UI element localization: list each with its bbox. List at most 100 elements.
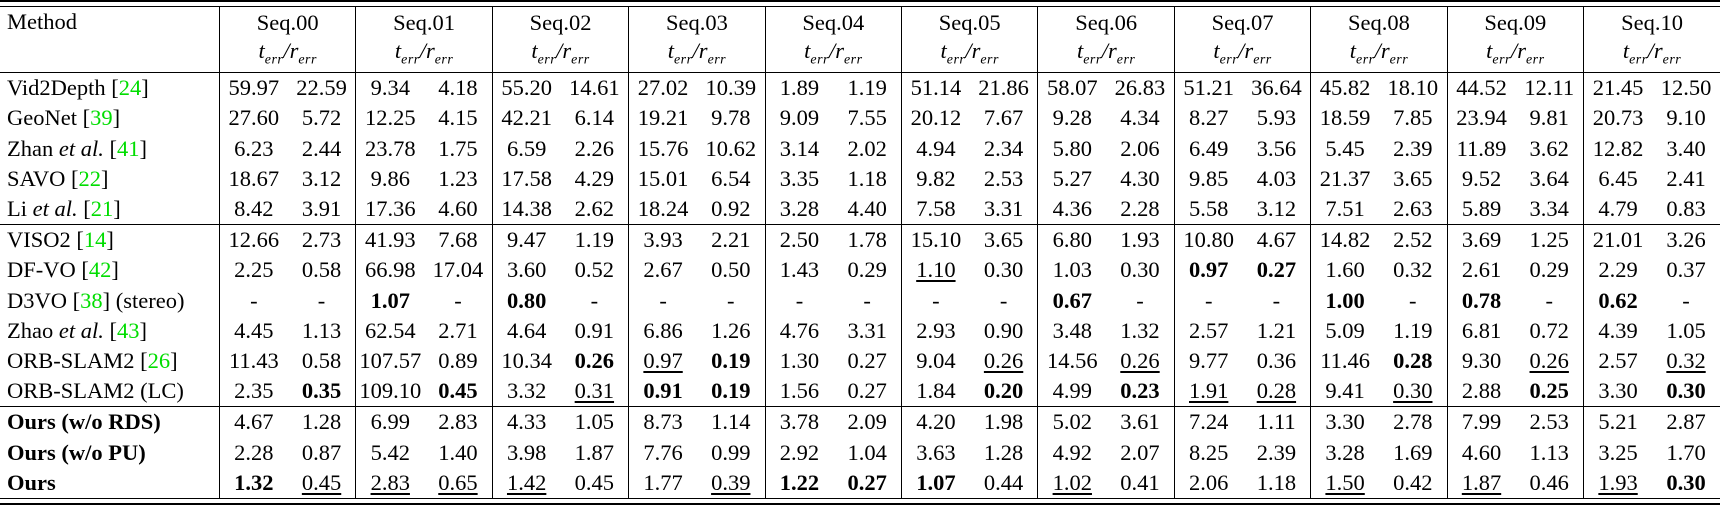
rerr-value: 0.27 bbox=[1256, 257, 1297, 283]
seq-cell: 0.97 0.19 bbox=[628, 345, 766, 377]
seq-cell: 3.48 1.32 bbox=[1037, 315, 1175, 346]
terr-rerr-pair: 9.34 4.18 bbox=[357, 75, 492, 101]
terr-value: - bbox=[932, 287, 940, 313]
terr-rerr-pair: 12.66 2.73 bbox=[221, 227, 356, 253]
terr-rerr-pair: 1.22 0.27 bbox=[766, 470, 901, 496]
seq-cell: 3.30 0.30 bbox=[1583, 376, 1720, 407]
terr-value: 1.93 bbox=[1598, 469, 1638, 495]
rerr-subscript: err bbox=[1253, 52, 1272, 68]
terr-rerr-pair: -- bbox=[630, 287, 765, 314]
seq-cell: 3.28 1.69 bbox=[1310, 437, 1448, 468]
terr-rerr-pair: 1.84 0.20 bbox=[903, 378, 1038, 404]
terr-rerr-pair: 21.37 3.65 bbox=[1312, 166, 1447, 192]
terr-rerr-pair: 7.24 1.11 bbox=[1175, 409, 1310, 435]
seq-cell: 59.97 22.59 bbox=[218, 72, 356, 104]
terr-rerr-pair: 11.43 0.58 bbox=[221, 348, 356, 374]
seq-cell: 9.34 4.18 bbox=[355, 72, 493, 104]
seq-cell: 6.59 2.26 bbox=[491, 133, 629, 164]
terr-rerr-pair: 3.60 0.52 bbox=[493, 257, 628, 283]
table-row: ORB-SLAM2 (LC) 2.35 0.35 109.10 0.45 3.32 0.31… bbox=[0, 376, 1720, 407]
terr-value: 1.02 bbox=[1052, 469, 1092, 495]
terr-rerr-pair: 1.77 0.39 bbox=[630, 470, 765, 496]
results-table: Method Seq.00 Seq.01 Seq.02 Seq.03 Seq.04 Seq… bbox=[0, 6, 1720, 499]
rerr-value: 18.10 bbox=[1387, 75, 1439, 101]
rerr-value: 0.92 bbox=[711, 195, 751, 221]
rerr-value: 0.32 bbox=[1666, 347, 1706, 373]
terr-rerr-pair: 2.28 0.87 bbox=[221, 440, 356, 466]
terr-value: 41.93 bbox=[364, 227, 416, 253]
terr-value: 2.83 bbox=[370, 469, 410, 495]
rerr-value: 36.64 bbox=[1251, 75, 1302, 101]
terr-value: 4.33 bbox=[506, 409, 547, 435]
rerr-value: 1.87 bbox=[574, 439, 615, 465]
terr-rerr-pair: 3.25 1.70 bbox=[1585, 440, 1720, 466]
table-row: Zhao et al. [43] 4.45 1.13 62.54 2.71 4.64 0.9… bbox=[0, 315, 1720, 346]
terr-value: 6.45 bbox=[1598, 165, 1638, 191]
terr-rerr-pair: 9.30 0.26 bbox=[1448, 348, 1583, 374]
seq-cell: 9.28 4.34 bbox=[1037, 103, 1175, 134]
terr-rerr-pair: 4.60 1.13 bbox=[1448, 440, 1583, 466]
terr-rerr-pair: 9.82 2.53 bbox=[903, 166, 1038, 192]
rerr-value: 0.28 bbox=[1256, 378, 1297, 404]
metric-header: terr/rerr bbox=[1446, 38, 1584, 73]
terr-value: 6.80 bbox=[1052, 227, 1092, 253]
terr-subscript: err bbox=[537, 52, 557, 68]
terr-value: 3.30 bbox=[1598, 378, 1638, 404]
rerr-value: 4.15 bbox=[438, 105, 478, 131]
terr-value: 2.35 bbox=[234, 378, 274, 404]
rerr-value: - bbox=[454, 287, 462, 313]
seq-cell: 3.25 1.70 bbox=[1583, 437, 1720, 468]
rerr-value: 12.50 bbox=[1660, 75, 1712, 101]
seq-cell: 4.60 1.13 bbox=[1446, 437, 1584, 468]
rerr-value: 10.39 bbox=[705, 75, 757, 101]
table-row: DF-VO [42] 2.25 0.58 66.98 17.04 3.60 0.52 2.67… bbox=[0, 255, 1720, 286]
rerr-value: - bbox=[727, 287, 735, 313]
terr-value: 2.92 bbox=[779, 439, 820, 465]
seq-cell: 7.76 0.99 bbox=[628, 437, 766, 468]
terr-value: 27.02 bbox=[637, 75, 689, 101]
rerr-subscript: err bbox=[434, 52, 454, 68]
seq-cell: 5.27 4.30 bbox=[1037, 163, 1175, 194]
terr-rerr-pair: 15.76 10.62 bbox=[630, 136, 765, 162]
terr-rerr-pair: 1.10 0.30 bbox=[903, 257, 1038, 283]
seq-header: Seq.04 bbox=[764, 6, 902, 38]
terr-value: 0.67 bbox=[1052, 287, 1092, 313]
terr-rerr-pair: 1.56 0.27 bbox=[766, 378, 901, 404]
rerr-value: 2.41 bbox=[1666, 165, 1706, 191]
rerr-value: 1.05 bbox=[574, 409, 615, 435]
rerr-value: 1.23 bbox=[438, 165, 478, 191]
terr-value: 1.91 bbox=[1189, 378, 1229, 404]
seq-cell: 18.59 7.85 bbox=[1310, 103, 1448, 134]
seq-cell: 9.52 3.64 bbox=[1446, 163, 1584, 194]
terr-rerr-pair: 8.25 2.39 bbox=[1175, 440, 1310, 466]
seq-cell: 0.78 - bbox=[1446, 285, 1584, 316]
terr-rerr-pair: 4.67 1.28 bbox=[221, 409, 356, 435]
terr-value: 4.67 bbox=[234, 409, 274, 435]
terr-rerr-pair: 8.73 1.14 bbox=[630, 409, 765, 435]
seq-cell: 4.20 1.98 bbox=[901, 406, 1038, 438]
rerr-value: 0.31 bbox=[574, 378, 615, 404]
terr-value: 18.59 bbox=[1319, 105, 1371, 131]
terr-value: 4.64 bbox=[506, 317, 547, 343]
terr-value: 9.28 bbox=[1052, 105, 1092, 131]
rerr-subscript: err bbox=[1389, 52, 1409, 68]
rerr-value: 0.30 bbox=[1393, 378, 1433, 404]
terr-value: 1.03 bbox=[1052, 257, 1092, 283]
terr-rerr-pair: 3.78 2.09 bbox=[766, 409, 901, 435]
terr-rerr-pair: 9.04 0.26 bbox=[903, 348, 1038, 374]
seq-cell: 27.02 10.39 bbox=[628, 72, 766, 104]
terr-value: 7.58 bbox=[916, 195, 956, 221]
method-cell: Ours bbox=[7, 469, 56, 495]
rerr-value: 4.34 bbox=[1120, 105, 1160, 131]
seq-cell: 15.76 10.62 bbox=[628, 133, 766, 164]
rerr-value: 4.67 bbox=[1256, 227, 1297, 253]
terr-rerr-pair: 3.35 1.18 bbox=[766, 166, 901, 192]
seq-cell: 23.78 1.75 bbox=[355, 133, 493, 164]
terr-value: 1.32 bbox=[234, 469, 274, 495]
terr-value: 7.24 bbox=[1189, 409, 1229, 435]
terr-rerr-pair: 3.48 1.32 bbox=[1039, 318, 1174, 344]
rerr-value: 26.83 bbox=[1114, 75, 1166, 101]
seq-cell: 58.07 26.83 bbox=[1037, 72, 1175, 104]
terr-value: 21.01 bbox=[1592, 227, 1644, 253]
